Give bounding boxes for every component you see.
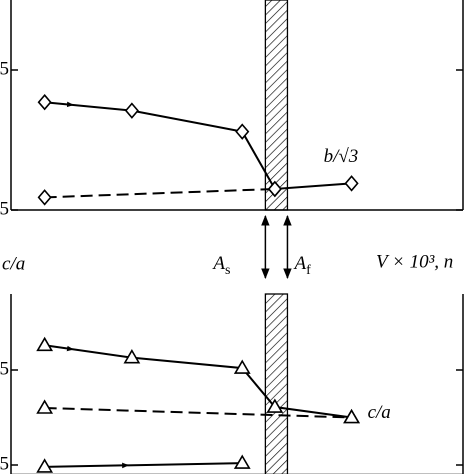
- marker: [36, 458, 54, 473]
- series-line: [44, 188, 275, 199]
- series-label: b/√3: [324, 146, 359, 167]
- series-line: [44, 462, 243, 468]
- y-tick-label: 5: [0, 358, 9, 379]
- marker: [36, 336, 54, 352]
- series-line: [44, 101, 352, 191]
- series-line: [44, 344, 352, 419]
- marker: [37, 93, 52, 111]
- transition-band: [264, 293, 289, 474]
- marker: [266, 398, 284, 413]
- marker: [344, 175, 359, 192]
- series-label: c/a: [368, 402, 391, 423]
- marker: [267, 180, 282, 198]
- y-tick-label: 5: [0, 58, 9, 79]
- marker: [235, 123, 250, 140]
- marker: [124, 102, 139, 119]
- y-tick-label: .5: [0, 198, 9, 219]
- marker: [36, 399, 54, 414]
- annotation: As: [211, 253, 230, 278]
- y-axis-label: c/a: [2, 253, 25, 274]
- marker: [343, 408, 360, 424]
- annotation-text: A: [211, 253, 225, 274]
- marker: [233, 359, 251, 374]
- y-tick-label: .5: [0, 453, 9, 474]
- marker: [233, 454, 251, 469]
- annotation-sub: f: [306, 263, 311, 278]
- annotation-text: A: [292, 253, 306, 274]
- series-line: [44, 407, 352, 419]
- annotation: Af: [292, 253, 311, 278]
- x-axis-label: V × 10³, n: [376, 251, 453, 272]
- annotation-sub: s: [225, 263, 230, 278]
- marker: [123, 349, 141, 364]
- marker: [37, 189, 52, 206]
